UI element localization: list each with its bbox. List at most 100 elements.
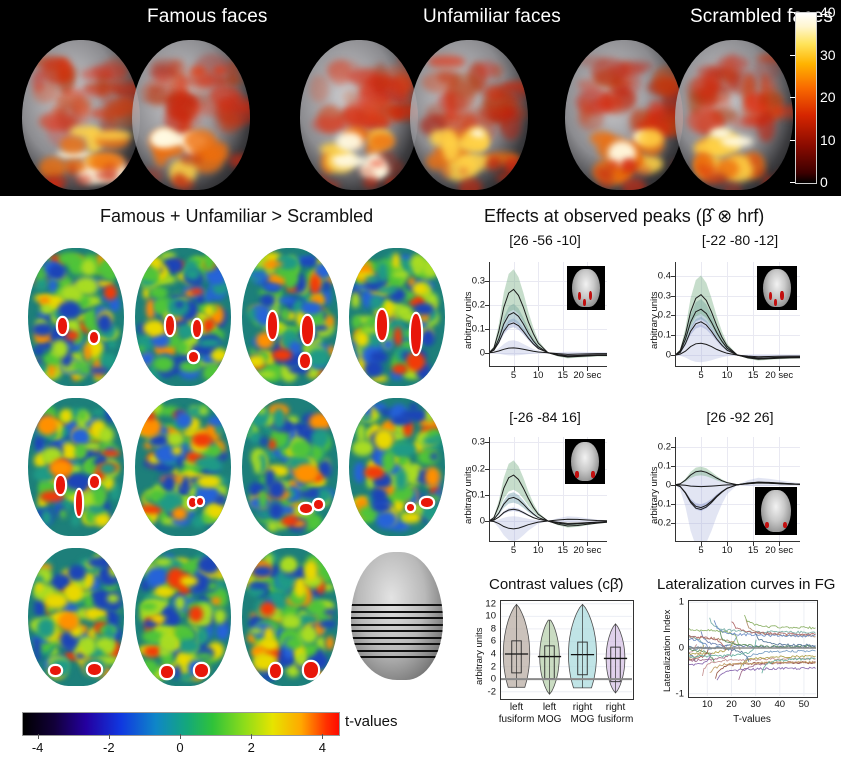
lateralization-curves: [688, 600, 816, 696]
glass-brain: [675, 40, 793, 190]
hrf-mean-curve: [675, 321, 800, 359]
activation-blob: [160, 91, 181, 102]
stat-voxel-cluster: [170, 479, 180, 494]
stat-voxel-cluster: [79, 441, 102, 450]
stat-voxel-cluster: [294, 642, 306, 661]
activation-hotspot: [150, 129, 181, 149]
x-axis-tick-label: 10: [532, 370, 544, 381]
activation-blob: [717, 56, 749, 71]
activation-blob: [109, 77, 139, 95]
stat-voxel-cluster: [305, 314, 324, 325]
stat-voxel-cluster: [369, 374, 388, 382]
t-colorbar-tick-label: -4: [31, 740, 44, 755]
suprathreshold-cluster: [377, 310, 387, 340]
stat-voxel-cluster: [88, 557, 106, 567]
stat-voxel-cluster: [211, 597, 222, 606]
y-axis-tick-mark: [671, 295, 675, 297]
stat-voxel-cluster: [364, 360, 383, 378]
activation-blob: [703, 175, 728, 186]
stat-voxel-cluster: [74, 314, 92, 322]
t-colorbar-tick-label: 4: [318, 740, 327, 755]
hrf-plot-title: [26 -56 -10]: [509, 232, 581, 248]
stat-voxel-cluster: [197, 474, 221, 488]
glass-brain: [410, 40, 528, 190]
stat-voxel-cluster: [309, 324, 330, 332]
slice-position-line: [351, 636, 443, 639]
stat-voxel-cluster: [160, 406, 180, 417]
stat-voxel-cluster: [93, 512, 111, 528]
activation-blob: [312, 116, 347, 133]
stat-voxel-cluster: [389, 521, 410, 532]
x-axis-tick-label: 50: [798, 699, 810, 710]
stat-voxel-cluster: [46, 604, 55, 614]
x-axis-tick-mark: [701, 367, 703, 371]
stat-voxel-cluster: [298, 490, 319, 499]
activation-blob: [356, 84, 389, 112]
y-axis-label: Lateralization Index: [662, 609, 673, 692]
anatomical-slice: [762, 268, 792, 308]
stat-voxel-cluster: [326, 315, 334, 327]
activation-blob: [150, 66, 178, 80]
violin-shapes: [500, 603, 632, 695]
hrf-plot: -0.2 -0.1 0 0.1 0.2 5 10 15 20 sec arbitrary unit…: [649, 437, 800, 556]
category-label-line2: MOG: [570, 713, 595, 725]
stat-voxel-cluster: [50, 287, 67, 298]
activation-blob: [622, 178, 646, 190]
stat-voxel-cluster: [357, 422, 366, 443]
stat-voxel-cluster: [251, 566, 273, 578]
stat-voxel-cluster: [263, 552, 273, 567]
activation-blob: [759, 79, 779, 93]
stat-voxel-cluster: [139, 603, 157, 610]
stat-voxel-cluster: [142, 267, 160, 282]
x-axis-tick-mark: [753, 542, 755, 546]
activation-blob: [235, 176, 246, 190]
x-axis-tick-label: 15: [557, 370, 569, 381]
y-axis-tick-mark: [671, 335, 675, 337]
activation-blob: [706, 72, 721, 89]
stat-voxel-cluster: [322, 583, 334, 591]
t-colorbar-tick: [322, 734, 324, 739]
suprathreshold-cluster: [314, 500, 323, 509]
activation-blob: [723, 57, 735, 86]
stat-voxel-cluster: [390, 357, 401, 370]
y-axis-tick-mark: [485, 281, 489, 283]
activation-blob: [445, 80, 476, 112]
x-axis-tick-mark: [562, 367, 564, 371]
stat-voxel-cluster: [204, 591, 224, 599]
activation-blob: [577, 106, 604, 132]
activation-blob: [181, 152, 203, 166]
stat-voxel-cluster: [299, 257, 316, 266]
y-axis-tick-label: -1: [675, 688, 684, 700]
confidence-band: [675, 466, 800, 485]
x-axis-tick-label: 10: [721, 370, 733, 381]
stat-voxel-cluster: [214, 422, 224, 435]
activation-blob: [365, 77, 401, 88]
stat-voxel-cluster: [259, 288, 281, 297]
stat-voxel-cluster: [94, 468, 106, 481]
stat-voxel-cluster: [168, 293, 191, 303]
activation-blob: [402, 181, 418, 190]
y-axis-tick-label: 0.3: [471, 436, 485, 448]
axial-slice: [28, 248, 124, 386]
gridline-vertical: [727, 437, 729, 542]
hrf-mean-curve: [675, 342, 800, 358]
activation-blob: [358, 167, 374, 175]
suprathreshold-cluster: [90, 476, 99, 488]
stat-voxel-cluster: [270, 323, 285, 330]
stat-voxel-cluster: [291, 519, 306, 527]
y-axis-tick-label: 0.2: [471, 463, 485, 474]
activation-blob: [92, 63, 127, 81]
y-axis-tick-label: 0: [665, 349, 671, 361]
stat-voxel-cluster: [173, 665, 181, 679]
activation-blob: [182, 77, 216, 86]
stat-voxel-cluster: [37, 617, 55, 639]
hot-colorbar-tick: [790, 54, 795, 56]
stat-voxel-cluster: [433, 434, 442, 444]
stat-voxel-cluster: [145, 410, 155, 422]
stat-voxel-cluster: [101, 269, 118, 280]
peak-marker: [769, 291, 773, 301]
axial-slice: [135, 398, 231, 536]
stat-voxel-cluster: [198, 556, 220, 574]
activation-blob: [75, 173, 93, 185]
hot-colorbar-gradient: [795, 12, 817, 184]
